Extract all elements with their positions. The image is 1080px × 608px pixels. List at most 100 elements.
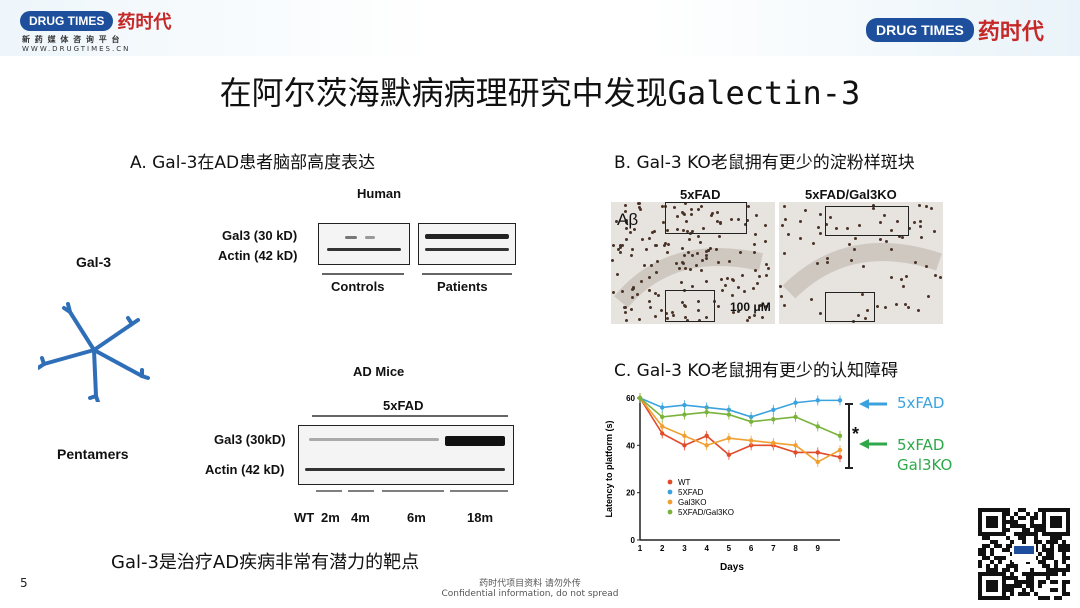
plaque-dot: [685, 220, 689, 224]
data-point: [660, 405, 665, 410]
plaque-dot: [764, 262, 768, 266]
plaque-dot: [614, 220, 618, 224]
data-point: [704, 443, 709, 448]
plaque-dot: [724, 284, 728, 288]
plaque-dot: [637, 202, 641, 206]
plaque-dot: [907, 226, 911, 230]
x-tick-label: 1: [638, 544, 643, 553]
plaque-dot: [619, 245, 623, 249]
qr-module: [1062, 592, 1066, 596]
plaque-dot: [764, 273, 768, 277]
plaque-dot: [630, 254, 634, 258]
plaque-dot: [715, 248, 719, 252]
plaque-dot: [756, 281, 760, 285]
annot-ko-line2: Gal3KO: [897, 456, 953, 474]
qr-module: [1034, 540, 1038, 544]
qr-module: [1014, 512, 1018, 516]
plaque-dot: [650, 230, 654, 234]
qr-module: [1054, 580, 1058, 584]
qr-module: [1014, 564, 1018, 568]
series-line: [639, 397, 840, 418]
qr-module: [1062, 572, 1066, 576]
plaque-dot: [696, 234, 700, 238]
qr-module: [1010, 524, 1014, 528]
plaque-dot: [689, 212, 693, 216]
plaque-dot: [917, 204, 921, 208]
qr-module: [990, 568, 994, 572]
footer-line2: Confidential information, do not spread: [441, 589, 619, 599]
qr-module: [1002, 556, 1006, 560]
plaque-dot: [784, 218, 788, 222]
plaque-dot: [681, 260, 685, 264]
plaque-dot: [927, 294, 931, 298]
plaque-dot: [737, 285, 741, 289]
qr-module: [978, 560, 982, 564]
plaque-dot: [758, 275, 762, 279]
plaque-dot: [662, 244, 666, 248]
data-point: [771, 440, 776, 446]
qr-finder-core: [986, 516, 998, 528]
qr-module: [1010, 588, 1014, 592]
qr-module: [1046, 568, 1050, 572]
qr-module: [982, 536, 986, 540]
qr-logo: [1014, 546, 1034, 554]
plaque-dot: [688, 238, 692, 242]
plaque-dot: [826, 260, 830, 264]
legend-label: 5XFAD/Gal3KO: [678, 508, 734, 517]
legend-marker: [667, 499, 673, 505]
qr-module: [990, 560, 994, 564]
plaque-dot: [719, 221, 723, 225]
plaque-dot: [664, 241, 668, 245]
plaque-dot: [917, 308, 921, 312]
lane-brackets: [316, 490, 508, 492]
pentamers-label: Pentamers: [57, 446, 129, 462]
plaque-dot: [671, 310, 675, 314]
qr-module: [1042, 564, 1046, 568]
conclusion-text: Gal-3是治疗AD疾病非常有潜力的靶点: [111, 552, 420, 573]
plaque-dot: [662, 220, 666, 224]
left-logo-pill: DRUG TIMES: [20, 11, 114, 31]
plaque-dot: [804, 209, 808, 213]
plaque-dot: [702, 227, 706, 231]
plaque-dot: [700, 268, 704, 272]
qr-module: [994, 564, 998, 568]
qr-module: [1050, 568, 1054, 572]
qr-module: [1018, 580, 1022, 584]
plaque-dot: [716, 304, 720, 308]
series-line: [639, 397, 841, 463]
qr-module: [1034, 512, 1038, 516]
qr-module: [1042, 580, 1046, 584]
plaque-dot: [743, 223, 747, 227]
qr-module: [994, 568, 998, 572]
right-logo: DRUG TIMES 药时代: [866, 14, 1044, 46]
plaque-dot: [684, 316, 688, 320]
plaque-dot: [930, 207, 934, 211]
qr-module: [1046, 572, 1050, 576]
qr-module: [982, 552, 986, 556]
plaque-dot: [743, 289, 747, 293]
data-point: [682, 412, 687, 417]
qr-module: [1050, 536, 1054, 540]
blot-mice: [298, 425, 514, 485]
group-patients: Patients: [437, 279, 488, 294]
qr-module: [1010, 572, 1014, 576]
plaque-dot: [632, 228, 636, 232]
qr-module: [990, 548, 994, 552]
plaque-dot: [872, 207, 876, 211]
plaque-dot: [736, 309, 740, 313]
plaque-dot: [934, 273, 938, 277]
qr-module: [1062, 588, 1066, 592]
y-tick-label: 40: [626, 441, 635, 450]
qr-module: [994, 544, 998, 548]
plaque-dot: [863, 316, 867, 320]
qr-module: [1022, 536, 1026, 540]
plaque-dot: [643, 264, 647, 268]
micro-title-right: 5xFAD/Gal3KO: [805, 187, 897, 202]
plaque-dot: [623, 311, 627, 315]
y-tick-label: 60: [626, 394, 635, 403]
qr-module: [1054, 588, 1058, 592]
data-point: [837, 447, 843, 453]
legend-marker: [667, 509, 673, 515]
plaque-dot: [640, 279, 644, 283]
qr-module: [1010, 592, 1014, 596]
